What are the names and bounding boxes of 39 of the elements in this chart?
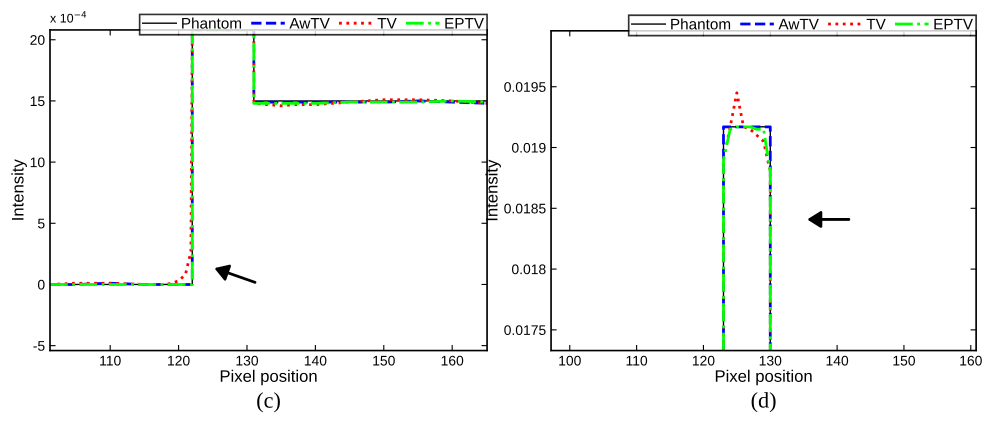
text: x 10$^{−4}$ xyxy=(50,11,86,23)
y-tick-label: 0.0185 xyxy=(504,204,546,214)
legend-label: TV xyxy=(378,18,397,29)
x-tick-label: 150 xyxy=(373,356,395,366)
x-tick-label: 130 xyxy=(760,356,782,366)
y-axis-title: Intensity xyxy=(11,159,27,220)
x-tick-label: 120 xyxy=(168,356,190,366)
text: (d) xyxy=(752,392,776,412)
legend-label: AwTV xyxy=(778,18,819,30)
x-tick-label: 160 xyxy=(960,356,982,366)
legend-label: EPTV xyxy=(934,18,974,30)
x-tick-label: 120 xyxy=(692,356,714,366)
legend-label: AwTV xyxy=(289,18,330,29)
x-axis-title: Pixel position xyxy=(220,370,317,386)
x-tick-label: 140 xyxy=(304,356,326,366)
x-tick-label: 130 xyxy=(236,356,258,366)
legend-label: EPTV xyxy=(445,18,484,29)
x-tick-label: 100 xyxy=(559,356,581,366)
y-tick-label: 0.018 xyxy=(512,264,546,274)
legend-label: TV xyxy=(866,18,886,30)
y-tick-label: 0.0175 xyxy=(504,325,546,336)
legend-label: Phantom xyxy=(182,17,242,29)
x-tick-label: 150 xyxy=(893,356,915,366)
y-tick-label: 20 xyxy=(30,35,45,45)
x-tick-label: 140 xyxy=(826,356,848,366)
y-tick-label: 0.0195 xyxy=(504,82,546,92)
y-axis-title: Intensity xyxy=(485,160,501,220)
y-tick-label: 10 xyxy=(30,157,45,168)
y-tick-label: 0 xyxy=(38,280,45,290)
legend-label: Phantom xyxy=(671,18,730,30)
y-tick-label: 15 xyxy=(30,96,45,106)
y-tick-label: -5 xyxy=(33,341,45,351)
text: (c) xyxy=(257,392,280,412)
x-tick-label: 160 xyxy=(442,356,464,366)
x-tick-label: 110 xyxy=(626,356,648,366)
y-tick-label: 5 xyxy=(38,218,45,228)
x-axis-title: Pixel position xyxy=(716,370,812,386)
x-tick-label: 110 xyxy=(100,356,121,366)
y-tick-label: 0.019 xyxy=(512,142,546,153)
